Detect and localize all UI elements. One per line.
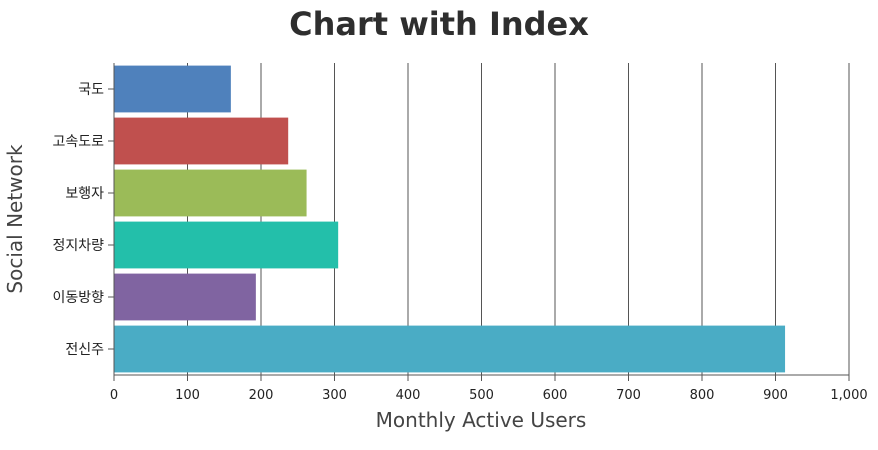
x-tick-labels: 0 100 200 300 400 500 600 700 800 900 1,000 [110, 388, 868, 403]
axes [108, 63, 850, 381]
y-category-label: 고속도로 [52, 134, 104, 150]
x-axis-title: Monthly Active Users [376, 408, 587, 432]
x-tick-label: 800 [690, 388, 715, 403]
y-category-label: 정지차량 [52, 238, 104, 254]
bar[interactable] [114, 117, 289, 165]
x-tick-label: 600 [543, 388, 568, 403]
y-category-label: 보행자 [65, 186, 104, 202]
y-category-label: 전신주 [65, 342, 104, 358]
chart-title: Chart with Index [289, 5, 589, 43]
y-category-label: 국도 [78, 82, 104, 98]
x-tick-label: 100 [175, 388, 200, 403]
gridlines [187, 63, 850, 375]
x-tick-label: 500 [469, 388, 494, 403]
y-category-label: 이동방향 [52, 290, 104, 306]
bar[interactable] [114, 273, 256, 321]
bar[interactable] [114, 65, 231, 113]
x-tick-label: 200 [249, 388, 274, 403]
bar[interactable] [114, 325, 786, 373]
bar[interactable] [114, 169, 307, 217]
bars [114, 65, 786, 373]
x-tick-label: 900 [763, 388, 788, 403]
x-tick-label: 300 [322, 388, 347, 403]
x-tick-label: 700 [616, 388, 641, 403]
x-tick-label: 0 [110, 388, 118, 403]
x-tick-label: 1,000 [830, 388, 867, 403]
bar[interactable] [114, 221, 339, 269]
x-tick-label: 400 [396, 388, 421, 403]
y-axis-title: Social Network [3, 144, 27, 294]
